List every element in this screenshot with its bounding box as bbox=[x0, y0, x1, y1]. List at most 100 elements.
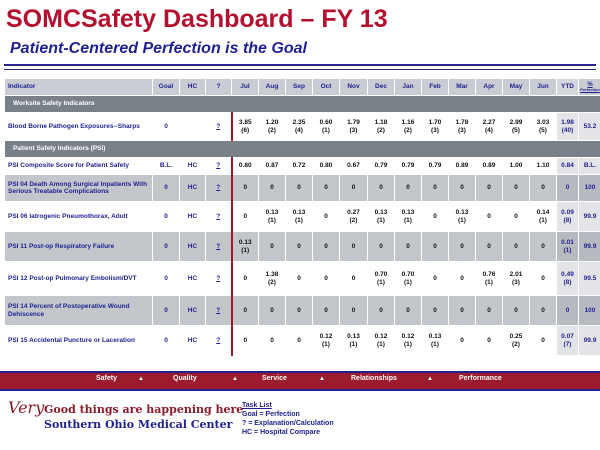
safety-dashboard-table: Indicator Goal HC ? Jul Aug Sep Oct Nov … bbox=[4, 78, 600, 356]
month-value-cell: 0.13 (1) bbox=[339, 325, 368, 356]
month-value-cell: 0 bbox=[367, 174, 395, 202]
month-value-cell: 0 bbox=[502, 201, 530, 232]
goal-cell: 0 bbox=[152, 174, 180, 202]
page-title: SOMCSafety Dashboard – FY 13 bbox=[6, 5, 388, 33]
explanation-link[interactable]: ? bbox=[205, 174, 233, 202]
up-arrow-icon[interactable]: ▲ bbox=[232, 376, 238, 382]
month-value-cell: 0.87 bbox=[258, 157, 286, 175]
indicator-link[interactable]: Blood Borne Pathogen Exposures--Sharps bbox=[4, 112, 153, 141]
month-value-cell: 1.78 (3) bbox=[448, 112, 476, 141]
indicator-link[interactable]: PSI Composite Score for Patient Safety bbox=[4, 157, 153, 175]
explanation-link[interactable]: ? bbox=[205, 261, 233, 296]
goal-cell: B.L. bbox=[152, 157, 180, 175]
goal-cell: 0 bbox=[152, 112, 180, 141]
column-header-goal: Goal bbox=[152, 78, 180, 96]
up-arrow-icon[interactable]: ▲ bbox=[427, 376, 433, 382]
hospital-compare-link[interactable]: HC bbox=[179, 174, 206, 202]
month-value-cell: 0.70 (1) bbox=[367, 261, 395, 296]
month-value-cell: 0 bbox=[312, 174, 340, 202]
month-value-cell: 2.35 (4) bbox=[285, 112, 313, 141]
month-value-cell: 0 bbox=[231, 174, 259, 202]
column-header-percent-perfection[interactable]: % Perfection bbox=[578, 78, 600, 96]
explanation-link[interactable]: ? bbox=[205, 112, 233, 141]
column-header-month: Nov bbox=[339, 78, 368, 96]
nav-item-safety[interactable]: Safety bbox=[96, 375, 118, 382]
month-value-cell: 0.25 (2) bbox=[502, 325, 530, 356]
logo-very-text: Very bbox=[8, 398, 45, 417]
month-value-cell: 0 bbox=[231, 201, 259, 232]
hospital-compare-link[interactable] bbox=[179, 112, 206, 141]
ytd-cell: 0.49 (8) bbox=[556, 261, 579, 296]
legend-item: Goal = Perfection bbox=[242, 411, 300, 419]
month-value-cell: 0.89 bbox=[448, 157, 476, 175]
bottom-navigation-bar: Safety ▲ Quality ▲ Service ▲ Relationships ▲ Per… bbox=[0, 371, 600, 391]
month-value-cell: 0 bbox=[258, 174, 286, 202]
percent-perfection-cell: 100 bbox=[578, 174, 600, 202]
table-header-row: Indicator Goal HC ? Jul Aug Sep Oct Nov … bbox=[4, 78, 600, 96]
hospital-compare-link[interactable]: HC bbox=[179, 231, 206, 262]
explanation-link[interactable]: ? bbox=[205, 295, 233, 326]
month-value-cell: 3.85 (6) bbox=[231, 112, 259, 141]
hospital-compare-link[interactable]: HC bbox=[179, 295, 206, 326]
month-value-cell: 1.00 bbox=[502, 157, 530, 175]
logo-organization-name: Southern Ohio Medical Center bbox=[44, 418, 233, 431]
month-value-cell: 0 bbox=[421, 295, 449, 326]
month-value-cell: 1.20 (2) bbox=[258, 112, 286, 141]
nav-item-service[interactable]: Service bbox=[262, 375, 287, 382]
goal-cell: 0 bbox=[152, 231, 180, 262]
explanation-link[interactable]: ? bbox=[205, 325, 233, 356]
column-header-month: Aug bbox=[258, 78, 286, 96]
month-value-cell: 0 bbox=[421, 261, 449, 296]
hospital-compare-link[interactable]: HC bbox=[179, 157, 206, 175]
month-value-cell: 0 bbox=[231, 325, 259, 356]
month-value-cell: 0 bbox=[339, 174, 368, 202]
hospital-compare-link[interactable]: HC bbox=[179, 201, 206, 232]
month-value-cell: 0 bbox=[367, 295, 395, 326]
indicator-link[interactable]: PSI 11 Post-op Respiratory Failure bbox=[4, 231, 153, 262]
up-arrow-icon[interactable]: ▲ bbox=[138, 376, 144, 382]
indicator-link[interactable]: PSI 15 Accidental Puncture or Laceration bbox=[4, 325, 153, 356]
task-list-link[interactable]: Task List bbox=[242, 402, 272, 409]
column-header-month: Dec bbox=[367, 78, 395, 96]
ytd-cell: 0 bbox=[556, 295, 579, 326]
nav-item-relationships[interactable]: Relationships bbox=[351, 375, 397, 382]
column-header-month: Apr bbox=[475, 78, 503, 96]
indicator-link[interactable]: PSI 12 Post-op Pulmonary Embolism/DVT bbox=[4, 261, 153, 296]
month-value-cell: 0 bbox=[258, 325, 286, 356]
explanation-link[interactable]: ? bbox=[205, 157, 233, 175]
month-value-cell: 0 bbox=[448, 231, 476, 262]
month-value-cell: 0 bbox=[285, 261, 313, 296]
hospital-compare-link[interactable]: HC bbox=[179, 261, 206, 296]
month-value-cell: 0.12 (1) bbox=[394, 325, 422, 356]
month-value-cell: 0 bbox=[367, 231, 395, 262]
table-row: PSI 15 Accidental Puncture or Laceration… bbox=[4, 325, 600, 356]
column-header-hc: HC bbox=[179, 78, 206, 96]
month-value-cell: 0 bbox=[448, 174, 476, 202]
percent-perfection-cell: 99.5 bbox=[578, 261, 600, 296]
nav-item-performance[interactable]: Performance bbox=[459, 375, 502, 382]
hospital-compare-link[interactable]: HC bbox=[179, 325, 206, 356]
month-value-cell: 0 bbox=[339, 261, 368, 296]
month-value-cell: 0 bbox=[421, 174, 449, 202]
legend-item: ? = Explanation/Calculation bbox=[242, 420, 334, 428]
indicator-link[interactable]: PSI 14 Percent of Postoperative Wound De… bbox=[4, 295, 153, 326]
month-value-cell: 0 bbox=[312, 295, 340, 326]
up-arrow-icon[interactable]: ▲ bbox=[319, 376, 325, 382]
month-value-cell: 0.67 bbox=[339, 157, 368, 175]
month-value-cell: 0.80 bbox=[312, 157, 340, 175]
logo-tagline: Good things are happening here bbox=[44, 403, 244, 416]
percent-label: % bbox=[587, 82, 593, 88]
table-row: PSI 12 Post-op Pulmonary Embolism/DVT 0 HC… bbox=[4, 261, 600, 296]
explanation-link[interactable]: ? bbox=[205, 231, 233, 262]
percent-perfection-cell: 100 bbox=[578, 295, 600, 326]
month-value-cell: 0.27 (2) bbox=[339, 201, 368, 232]
month-value-cell: 0 bbox=[529, 231, 557, 262]
explanation-link[interactable]: ? bbox=[205, 201, 233, 232]
section-title: Worksite Safety Indicators bbox=[4, 95, 600, 113]
nav-item-quality[interactable]: Quality bbox=[173, 375, 197, 382]
table-row: PSI Composite Score for Patient Safety B.… bbox=[4, 157, 600, 175]
month-value-cell: 0.76 (1) bbox=[475, 261, 503, 296]
month-value-cell: 0.79 bbox=[421, 157, 449, 175]
indicator-link[interactable]: PSI 06 Iatrogenic Pneumothorax, Adult bbox=[4, 201, 153, 232]
indicator-link[interactable]: PSI 04 Death Among Surgical Inpatients W… bbox=[4, 174, 153, 202]
